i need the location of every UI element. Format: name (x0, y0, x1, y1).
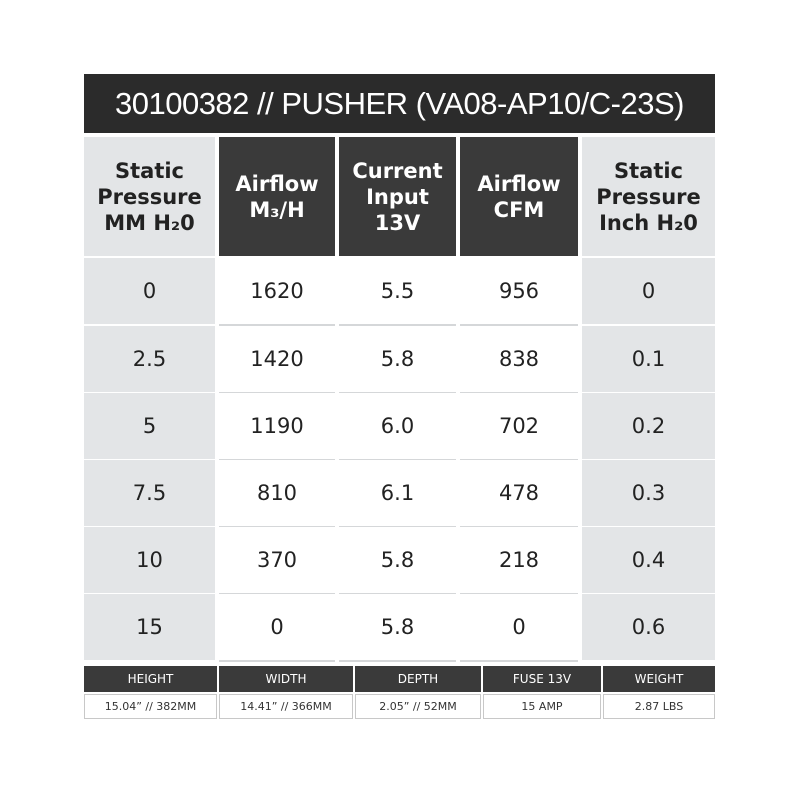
spec-header: FUSE 13V (483, 666, 601, 692)
table-cell: 218 (460, 527, 578, 595)
column-header: Airflow M₃/H (219, 137, 335, 256)
table-cell: 0 (582, 258, 715, 324)
spec-header: WIDTH (219, 666, 353, 692)
table-cell: 0 (84, 258, 215, 324)
header-line: Static (114, 158, 185, 183)
header-line: Current (352, 158, 443, 183)
column-header: Airflow CFM (460, 137, 578, 256)
table-cell: 810 (219, 460, 335, 528)
table-cell: 0 (219, 594, 335, 662)
table-cell: 2.5 (84, 326, 215, 392)
column-header: Static Pressure Inch H₂0 (582, 137, 715, 256)
table-cell: 0.4 (582, 527, 715, 593)
table-cell: 0.6 (582, 594, 715, 660)
table-cell: 0 (460, 594, 578, 662)
table-cell: 6.0 (339, 393, 456, 461)
header-line: M₃/H (249, 197, 305, 222)
table-cell: 5.8 (339, 326, 456, 394)
spec-header: WEIGHT (603, 666, 715, 692)
table-cell: 1420 (219, 326, 335, 394)
table-cell: 10 (84, 527, 215, 593)
header-line: Airflow (235, 171, 319, 196)
table-cell: 702 (460, 393, 578, 461)
spec-header: HEIGHT (84, 666, 217, 692)
table-cell: 370 (219, 527, 335, 595)
table-cell: 15 (84, 594, 215, 660)
table-cell: 6.1 (339, 460, 456, 528)
header-line: MM H₂0 (104, 210, 195, 235)
spec-value: 15.04” // 382MM (84, 694, 217, 719)
spec-value: 15 AMP (483, 694, 601, 719)
table-cell: 0.1 (582, 326, 715, 392)
header-line: Airflow (477, 171, 561, 196)
table-cell: 838 (460, 326, 578, 394)
header-line: Pressure (596, 184, 701, 209)
table-cell: 5.5 (339, 258, 456, 326)
header-line: Pressure (97, 184, 202, 209)
spec-header: DEPTH (355, 666, 481, 692)
table-cell: 7.5 (84, 460, 215, 526)
header-line: Static (613, 158, 684, 183)
spec-value: 2.87 LBS (603, 694, 715, 719)
table-cell: 0.3 (582, 460, 715, 526)
table-cell: 5.8 (339, 594, 456, 662)
header-line: Input (366, 184, 429, 209)
table-cell: 5.8 (339, 527, 456, 595)
spec-value: 14.41” // 366MM (219, 694, 353, 719)
table-cell: 5 (84, 393, 215, 459)
column-header: Static Pressure MM H₂0 (84, 137, 215, 256)
title: 30100382 // PUSHER (VA08-AP10/C-23S) (84, 74, 715, 133)
table-cell: 478 (460, 460, 578, 528)
table-cell: 956 (460, 258, 578, 326)
spec-value: 2.05” // 52MM (355, 694, 481, 719)
header-line: 13V (374, 210, 421, 235)
header-line: CFM (493, 197, 545, 222)
table-cell: 0.2 (582, 393, 715, 459)
column-header: Current Input 13V (339, 137, 456, 256)
table-cell: 1620 (219, 258, 335, 326)
table-cell: 1190 (219, 393, 335, 461)
header-line: Inch H₂0 (599, 210, 698, 235)
